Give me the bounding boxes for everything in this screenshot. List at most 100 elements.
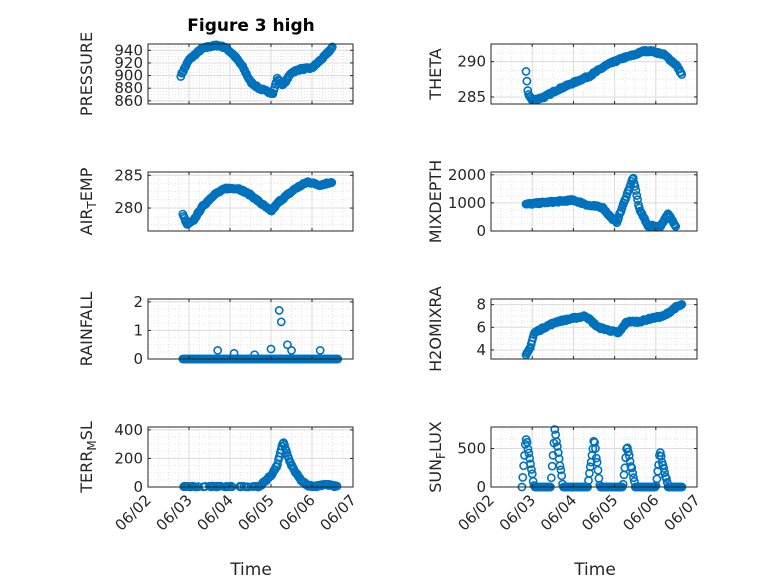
data-point	[524, 448, 534, 458]
x-axis-label-left: Time	[229, 560, 272, 580]
axes-frame	[490, 171, 698, 232]
x-tick-label: 06/02	[455, 491, 498, 534]
axes-frame	[147, 426, 354, 488]
x-tick-label: 06/03	[153, 491, 196, 534]
y-tick-label: 900	[114, 67, 143, 85]
data-point	[552, 442, 562, 451]
figure-title: Figure 3 high	[187, 16, 315, 36]
data-point	[282, 340, 292, 350]
data-point	[614, 213, 623, 223]
data-point	[332, 481, 342, 491]
data-point	[523, 444, 533, 454]
y-tick-label: 920	[114, 54, 143, 72]
data-point	[627, 463, 637, 473]
data-point	[327, 42, 337, 52]
x-tick-label: 06/04	[537, 491, 580, 534]
data-point	[550, 425, 560, 434]
x-tick-label: 06/05	[578, 491, 621, 534]
y-axis-label-part: AIR	[77, 209, 96, 236]
y-axis-label: THETA	[426, 48, 445, 100]
axes-frame	[147, 43, 354, 105]
subplot-air-temp: 280 285 AIRTEMP	[77, 166, 354, 235]
x-tick-label: 06/07	[661, 491, 704, 534]
y-axis-label: SUNFLUX	[426, 421, 448, 493]
data-point	[526, 459, 535, 469]
subplot-h2omixra: 4 6 8 H2OMIXRA	[426, 286, 698, 372]
y-tick-label: 940	[114, 41, 143, 59]
y-axis-label: H2OMIXRA	[426, 286, 445, 372]
data-point	[557, 471, 567, 481]
data-point	[521, 67, 531, 76]
y-axis-label-part: SL	[77, 421, 96, 440]
y-tick-label: 4	[476, 341, 486, 359]
data-point	[656, 451, 666, 461]
y-axis-label-part: EMP	[77, 167, 96, 201]
x-tick-label: 06/03	[496, 491, 539, 534]
y-axis-label-subscript: F	[434, 452, 448, 459]
data-point	[250, 350, 259, 360]
y-tick-label: 8	[476, 296, 486, 314]
data-point	[631, 186, 641, 195]
data-point	[590, 438, 599, 447]
y-tick-label: 200	[114, 449, 143, 467]
data-point	[315, 346, 325, 355]
y-axis-label: PRESSURE	[77, 32, 96, 116]
y-tick-label: 0	[476, 222, 486, 240]
y-tick-label: 0	[133, 478, 143, 496]
data-point	[553, 448, 563, 457]
data-point	[520, 439, 530, 449]
data-point	[633, 195, 643, 205]
data-point	[623, 447, 633, 457]
y-tick-label: 0	[133, 350, 143, 368]
data-point	[628, 173, 638, 183]
data-point	[655, 448, 665, 457]
data-point	[591, 453, 601, 463]
data-point	[671, 222, 681, 231]
y-axis-label-subscript: T	[85, 201, 99, 210]
y-tick-label: 1	[133, 321, 143, 339]
y-axis-label-part: SUN	[426, 459, 445, 493]
data-point	[630, 181, 640, 191]
data-point	[591, 444, 600, 453]
y-tick-label: 1000	[448, 194, 486, 212]
y-axis-label-part: TERR	[77, 451, 96, 494]
x-tick-label: 06/06	[619, 491, 662, 534]
data-point	[677, 299, 687, 309]
data-point	[229, 348, 239, 358]
axes-frame	[490, 298, 698, 360]
axes-frame	[490, 43, 698, 105]
y-tick-label: 400	[114, 421, 143, 439]
axes-frame	[490, 426, 698, 488]
data-point	[661, 474, 671, 484]
data-point	[518, 473, 528, 482]
y-tick-label: 0	[476, 478, 486, 496]
y-tick-label: 500	[457, 440, 486, 458]
y-axis-label: AIRTEMP	[77, 167, 99, 235]
data-point	[522, 76, 532, 86]
data-point	[287, 346, 296, 355]
data-point	[624, 451, 634, 460]
y-tick-label: 290	[457, 53, 486, 71]
subplot-theta: 285 290 THETA	[426, 43, 698, 106]
x-tick-label: 06/02	[112, 491, 155, 534]
y-tick-label: 2000	[448, 166, 486, 184]
data-point	[659, 464, 669, 473]
y-tick-label: 880	[114, 79, 143, 97]
y-tick-label: 285	[114, 166, 143, 184]
data-point	[556, 465, 566, 475]
y-tick-label: 860	[114, 92, 143, 110]
x-tick-label: 06/05	[235, 491, 278, 534]
data-point	[527, 465, 536, 474]
y-axis-label: TERRMSL	[77, 421, 99, 494]
data-point	[552, 437, 561, 446]
subplot-rainfall: 0 1 2 RAINFALL	[77, 292, 354, 368]
x-axis-label-right: Time	[573, 560, 616, 580]
data-point	[525, 453, 535, 463]
data-point	[266, 344, 276, 354]
data-point	[213, 346, 223, 355]
data-point	[677, 70, 687, 79]
